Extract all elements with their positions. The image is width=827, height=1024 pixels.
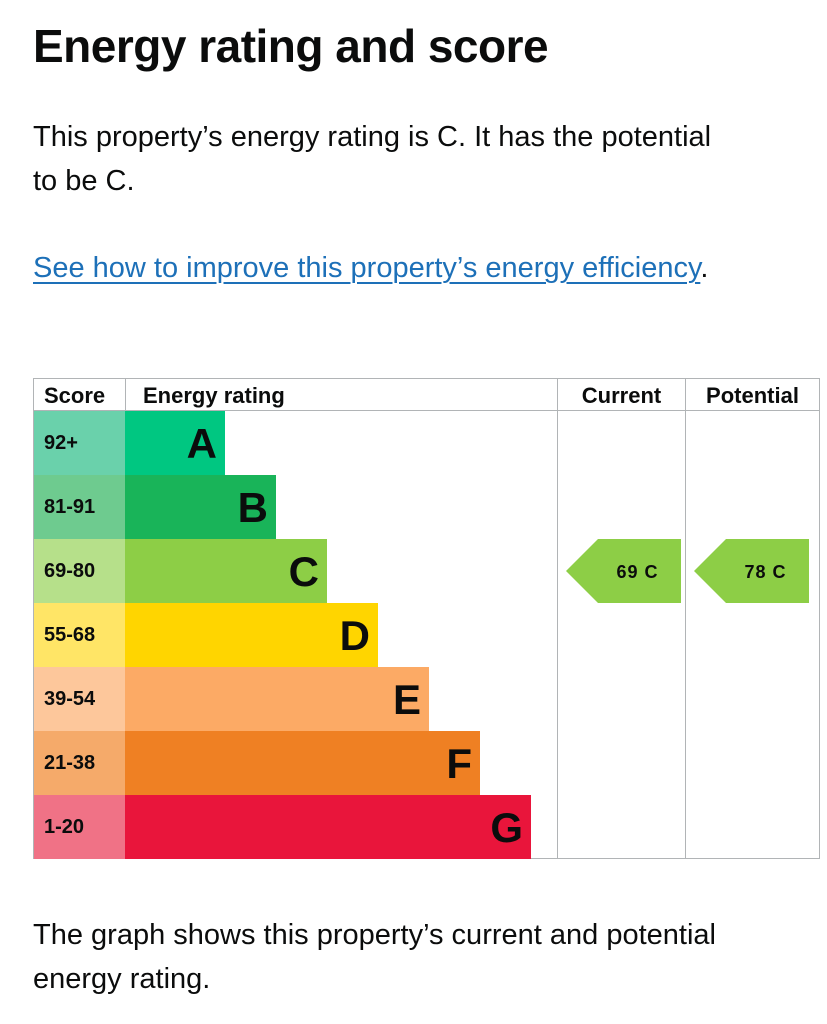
band-score-b: 81-91	[34, 475, 125, 539]
header-energy-rating: Energy rating	[143, 383, 285, 408]
divider-potential	[685, 379, 686, 858]
band-score-a: 92+	[34, 411, 125, 475]
chart-caption: The graph shows this property’s current …	[33, 919, 716, 995]
band-bar-f: F	[125, 731, 480, 795]
current-rating-arrow: 69 C	[566, 539, 681, 603]
band-bar-b: B	[125, 475, 276, 539]
header-score: Score	[44, 383, 106, 408]
divider-current	[557, 379, 558, 858]
band-bar-c: C	[125, 539, 327, 603]
band-bar-g: G	[125, 795, 531, 859]
energy-rating-chart: Score Energy rating Current Potential 92…	[33, 378, 820, 859]
improve-efficiency-link[interactable]: See how to improve this property’s energ…	[33, 252, 701, 284]
band-bar-d: D	[125, 603, 378, 667]
potential-arrow-shape	[694, 539, 809, 603]
band-score-f: 21-38	[34, 731, 125, 795]
header-divider	[34, 410, 819, 411]
current-rating-label: 69 C	[616, 562, 659, 582]
potential-rating-arrow: 78 C	[694, 539, 809, 603]
band-bar-a: A	[125, 411, 225, 475]
improve-link-suffix: .	[700, 252, 709, 284]
improve-paragraph: See how to improve this property’s energ…	[33, 246, 733, 290]
current-arrow-shape	[566, 539, 681, 603]
band-score-g: 1-20	[34, 795, 125, 859]
header-potential: Potential	[706, 383, 799, 408]
header-current: Current	[581, 383, 662, 408]
band-score-d: 55-68	[34, 603, 125, 667]
band-score-e: 39-54	[34, 667, 125, 731]
band-score-c: 69-80	[34, 539, 125, 603]
divider-score	[125, 379, 126, 411]
rating-summary: This property’s energy rating is C. It h…	[33, 121, 712, 197]
potential-rating-label: 78 C	[744, 562, 787, 582]
page-title: Energy rating and score	[33, 20, 549, 72]
band-bar-e: E	[125, 667, 429, 731]
